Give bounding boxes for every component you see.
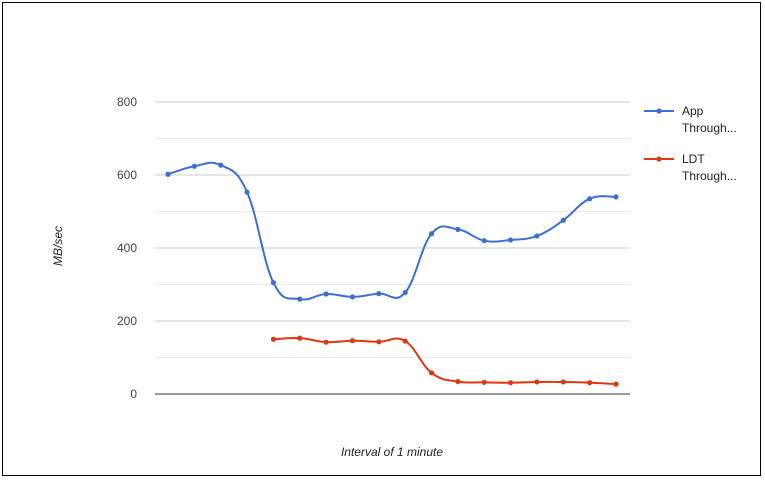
legend-swatch-point <box>656 156 662 162</box>
y-axis-title: MB/sec <box>51 226 65 266</box>
legend-label: LDT <box>682 152 705 166</box>
legend-label: App <box>682 104 704 118</box>
data-point <box>376 339 382 345</box>
y-tick-label: 600 <box>117 168 137 182</box>
data-point <box>376 291 382 297</box>
data-point <box>270 280 277 286</box>
series-1 <box>165 161 619 302</box>
x-axis-title: Interval of 1 minute <box>341 445 443 459</box>
y-tick-label: 400 <box>117 241 137 255</box>
data-point <box>323 339 329 345</box>
data-point <box>349 338 356 344</box>
legend-label: Through... <box>682 121 737 135</box>
data-point <box>481 379 487 385</box>
legend-item: LDT Through... <box>644 152 737 183</box>
data-point <box>244 189 250 195</box>
data-point <box>534 379 540 385</box>
data-point <box>560 217 566 223</box>
legend-label: Through... <box>682 169 737 183</box>
data-point <box>297 296 303 302</box>
legend: App Through... LDT Through... <box>644 104 737 183</box>
chart-frame <box>2 2 761 476</box>
data-point <box>428 370 435 376</box>
data-point <box>481 238 487 244</box>
y-axis-ticks: 0 200 400 600 800 <box>117 95 137 401</box>
data-point <box>297 335 303 341</box>
data-point <box>507 237 514 243</box>
data-point <box>507 380 514 386</box>
data-point <box>455 226 461 232</box>
data-point <box>455 378 461 385</box>
data-point <box>165 171 171 177</box>
data-point <box>613 194 619 200</box>
data-point <box>560 379 566 385</box>
data-point <box>218 162 224 168</box>
data-point <box>428 231 435 237</box>
data-point <box>587 380 593 386</box>
data-point <box>323 291 329 297</box>
legend-item: App Through... <box>644 104 737 135</box>
series-line <box>167 161 617 301</box>
y-tick-label: 0 <box>130 387 137 401</box>
series-2 <box>270 335 619 387</box>
series-line <box>273 337 617 386</box>
data-point <box>270 336 277 342</box>
series-layer <box>165 161 619 387</box>
data-point <box>402 289 408 296</box>
y-tick-label: 200 <box>117 314 137 328</box>
data-point <box>402 338 408 344</box>
data-point <box>587 196 593 202</box>
data-point <box>191 163 197 169</box>
data-point <box>534 233 540 239</box>
data-point <box>613 381 619 387</box>
y-tick-label: 800 <box>117 95 137 109</box>
legend-swatch-point <box>656 108 662 114</box>
gridlines <box>155 101 630 358</box>
data-point <box>349 294 356 300</box>
